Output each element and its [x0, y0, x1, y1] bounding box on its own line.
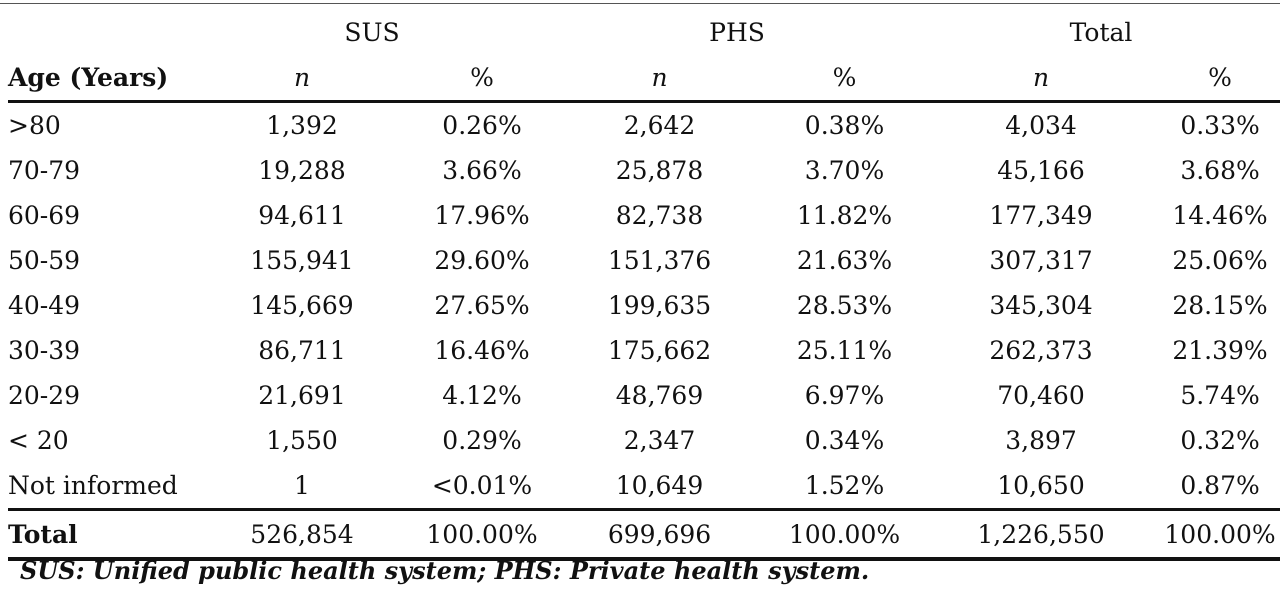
sus-n-cell: 94,611: [258, 201, 346, 230]
table-row: 60-69 94,611 17.96% 82,738 11.82% 177,349 14.4…: [8, 193, 1280, 238]
phs-n-cell: 10,649: [615, 471, 704, 500]
table-row: >80 1,392 0.26% 2,642 0.38% 4,034 0.33%: [8, 102, 1280, 149]
phs-n-cell: 2,347: [623, 426, 696, 455]
total-n-cell: 4,034: [1005, 111, 1077, 140]
sus-pct-cell: 27.65%: [434, 291, 530, 320]
group-header-total: Total: [1069, 18, 1133, 47]
total-n-cell: 177,349: [989, 201, 1093, 230]
sus-pct-cell: 0.29%: [442, 426, 522, 455]
total-pct-cell: 25.06%: [1172, 246, 1268, 275]
phs-n-cell: 48,769: [615, 381, 704, 410]
sub-header-row: Age (Years) n % n % n %: [8, 55, 1280, 103]
sus-n-cell: 86,711: [258, 336, 346, 365]
sus-pct-header: %: [412, 55, 553, 103]
group-header-sus: SUS: [344, 18, 400, 47]
total-n-cell: 307,317: [989, 246, 1093, 275]
phs-pct-header: %: [767, 55, 923, 103]
total-pct-cell: 100.00%: [1160, 508, 1280, 561]
total-row: Total 526,854 100.00% 699,696 100.00% 1,226,5…: [8, 508, 1280, 561]
total-pct-header: %: [1160, 55, 1280, 103]
total-n-cell: 10,650: [997, 471, 1085, 500]
total-pct-cell: 0.32%: [1180, 426, 1260, 455]
sus-n-cell: 21,691: [258, 381, 346, 410]
total-pct-cell: 0.87%: [1180, 471, 1260, 500]
sus-pct-cell: 4.12%: [442, 381, 522, 410]
phs-pct-cell: 0.38%: [804, 111, 885, 140]
total-n-cell: 345,304: [989, 291, 1093, 320]
total-pct-cell: 0.33%: [1180, 111, 1260, 140]
sus-pct-cell: 0.26%: [442, 111, 522, 140]
phs-n-cell: 699,696: [552, 508, 768, 561]
total-n-cell: 45,166: [997, 156, 1085, 185]
group-header-row: SUS PHS Total: [8, 10, 1280, 55]
table-row: 40-49 145,669 27.65% 199,635 28.53% 345,304 28…: [8, 283, 1280, 328]
phs-pct-cell: 11.82%: [796, 201, 893, 230]
age-cell: 40-49: [8, 291, 81, 320]
table-row: Not informed 1 <0.01% 10,649 1.52% 10,650 0.87…: [8, 463, 1280, 510]
sus-n-cell: 145,669: [250, 291, 354, 320]
phs-pct-cell: 25.11%: [796, 336, 893, 365]
phs-n-cell: 175,662: [607, 336, 712, 365]
phs-n-header: n: [552, 55, 768, 103]
total-pct-cell: 14.46%: [1172, 201, 1268, 230]
phs-pct-cell: 1.52%: [804, 471, 885, 500]
table-footnote: SUS: Unified public health system; PHS: …: [20, 556, 870, 585]
age-cell: 20-29: [8, 381, 81, 410]
age-cell: 70-79: [8, 156, 81, 185]
table-row: 70-79 19,288 3.66% 25,878 3.70% 45,166 3.68%: [8, 148, 1280, 193]
total-pct-cell: 3.68%: [1180, 156, 1260, 185]
sus-pct-cell: 17.96%: [434, 201, 530, 230]
phs-pct-cell: 28.53%: [796, 291, 893, 320]
total-n-cell: 1,226,550: [922, 508, 1161, 561]
total-pct-cell: 5.74%: [1180, 381, 1260, 410]
phs-n-cell: 199,635: [607, 291, 712, 320]
age-cell: Not informed: [8, 471, 178, 500]
sus-n-header: n: [192, 55, 412, 103]
table-row: 30-39 86,711 16.46% 175,662 25.11% 262,373 21.…: [8, 328, 1280, 373]
age-cell: Total: [8, 508, 192, 561]
total-pct-cell: 21.39%: [1172, 336, 1268, 365]
age-cell: 30-39: [8, 336, 81, 365]
table-row: < 20 1,550 0.29% 2,347 0.34% 3,897 0.32%: [8, 418, 1280, 463]
total-n-cell: 262,373: [989, 336, 1093, 365]
phs-pct-cell: 100.00%: [767, 508, 923, 561]
empty-header-cell: [8, 10, 192, 55]
phs-pct-cell: 0.34%: [804, 426, 885, 455]
sus-n-cell: 155,941: [250, 246, 354, 275]
sus-pct-cell: 16.46%: [434, 336, 530, 365]
table-body: >80 1,392 0.26% 2,642 0.38% 4,034 0.33% 70-79 19…: [8, 102, 1280, 561]
age-cell: 50-59: [8, 246, 81, 275]
table-row: 50-59 155,941 29.60% 151,376 21.63% 307,317 25…: [8, 238, 1280, 283]
sus-n-cell: 1: [294, 471, 310, 500]
sus-n-cell: 1,550: [266, 426, 338, 455]
phs-pct-cell: 6.97%: [804, 381, 885, 410]
age-cell: < 20: [8, 426, 69, 455]
total-n-header: n: [922, 55, 1161, 103]
age-cell: >80: [8, 111, 61, 140]
phs-n-cell: 2,642: [623, 111, 696, 140]
sus-pct-cell: 100.00%: [412, 508, 553, 561]
table-row: 20-29 21,691 4.12% 48,769 6.97% 70,460 5.74%: [8, 373, 1280, 418]
top-rule: [0, 3, 1280, 4]
group-header-phs: PHS: [709, 18, 765, 47]
age-distribution-table: SUS PHS Total Age (Years) n % n % n % >8…: [8, 10, 1280, 561]
sus-n-cell: 1,392: [266, 111, 338, 140]
age-column-header: Age (Years): [8, 55, 192, 103]
sus-pct-cell: 29.60%: [434, 246, 530, 275]
sus-pct-cell: 3.66%: [442, 156, 522, 185]
total-n-cell: 70,460: [997, 381, 1085, 410]
age-cell: 60-69: [8, 201, 81, 230]
sus-n-cell: 19,288: [258, 156, 346, 185]
phs-pct-cell: 3.70%: [804, 156, 885, 185]
phs-n-cell: 25,878: [615, 156, 704, 185]
total-n-cell: 3,897: [1005, 426, 1077, 455]
total-pct-cell: 28.15%: [1172, 291, 1268, 320]
phs-pct-cell: 21.63%: [796, 246, 893, 275]
phs-n-cell: 82,738: [615, 201, 704, 230]
sus-pct-cell: <0.01%: [431, 471, 533, 500]
sus-n-cell: 526,854: [192, 508, 412, 561]
phs-n-cell: 151,376: [607, 246, 712, 275]
